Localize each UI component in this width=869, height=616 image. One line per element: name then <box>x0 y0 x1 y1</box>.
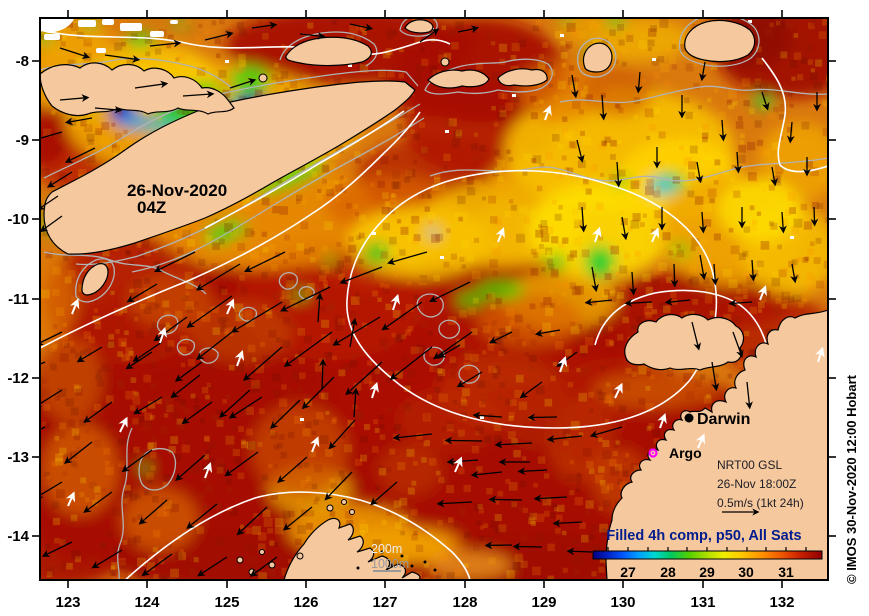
axes: 123 124 125 126 127 128 129 130 131 132 -8 -9 -10 -11… <box>7 10 836 611</box>
argo-label: Argo <box>669 445 702 461</box>
landmass <box>404 19 434 34</box>
landmass <box>427 69 490 89</box>
bathymetry-contours <box>40 18 828 580</box>
argo-marker <box>648 448 658 458</box>
depth-200m-label: 200m <box>371 542 402 556</box>
landmass <box>684 19 756 63</box>
plot-border <box>39 17 829 581</box>
lon-tick-label: 124 <box>134 594 160 611</box>
lat-tick-label: -10 <box>7 211 29 228</box>
lon-tick-label: 123 <box>55 594 80 611</box>
lon-tick-label: 125 <box>214 594 239 611</box>
lon-tick-label: 131 <box>690 594 715 611</box>
landmass <box>81 263 109 296</box>
colorbar-gradient <box>592 550 823 560</box>
annotation-line-2: 26-Nov 18:00Z <box>717 477 796 491</box>
colorbar-number: 28 <box>660 564 676 580</box>
colorbar: Filled 4h comp, p50, All Sats 27 28 29 30 31 <box>592 528 823 580</box>
lat-tick-label: -9 <box>16 132 29 149</box>
lon-tick-label: 130 <box>610 594 635 611</box>
landmass <box>497 68 548 87</box>
land-layer <box>40 19 828 580</box>
annotation-line-1: NRT00 GSL <box>717 458 782 472</box>
landmass <box>283 517 442 580</box>
darwin-marker <box>684 413 694 423</box>
landmass <box>624 313 745 371</box>
lat-tick-label: -12 <box>7 370 29 387</box>
lat-tick-label: -11 <box>8 291 29 308</box>
credit-label: © IMOS 30-Nov-2020 12:00 Hobart <box>844 374 859 584</box>
lon-tick-label: 126 <box>293 594 318 611</box>
lon-tick-label: 128 <box>452 594 477 611</box>
colorbar-numbers: 27 28 29 30 31 <box>620 564 794 580</box>
date-time-label: 04Z <box>137 198 166 217</box>
landmass <box>40 62 235 117</box>
colorbar-number: 27 <box>620 564 636 580</box>
landmass <box>285 36 372 67</box>
lon-tick-label: 132 <box>769 594 794 611</box>
lon-tick-label: 129 <box>531 594 556 611</box>
lat-tick-label: -8 <box>16 53 29 70</box>
colorbar-number: 31 <box>778 564 794 580</box>
colorbar-ticks <box>607 547 807 551</box>
colorbar-number: 29 <box>699 564 715 580</box>
lon-tick-label: 127 <box>372 594 397 611</box>
depth-1000m-label: 1000m <box>371 557 409 571</box>
colorbar-number: 30 <box>738 564 754 580</box>
map-annotations: 26-Nov-2020 04Z Darwin Argo NRT00 GSL 26… <box>127 181 804 572</box>
landmass <box>605 309 828 580</box>
landmass <box>582 42 613 73</box>
lat-tick-label: -14 <box>7 528 29 545</box>
date-label: 26-Nov-2020 <box>127 181 227 200</box>
annotation-line-3: 0.5m/s (1kt 24h) <box>717 496 804 510</box>
colorbar-title: Filled 4h comp, p50, All Sats <box>606 528 801 544</box>
lat-tick-label: -13 <box>7 449 29 466</box>
current-vector-arrows <box>40 21 825 577</box>
darwin-label: Darwin <box>697 411 750 428</box>
